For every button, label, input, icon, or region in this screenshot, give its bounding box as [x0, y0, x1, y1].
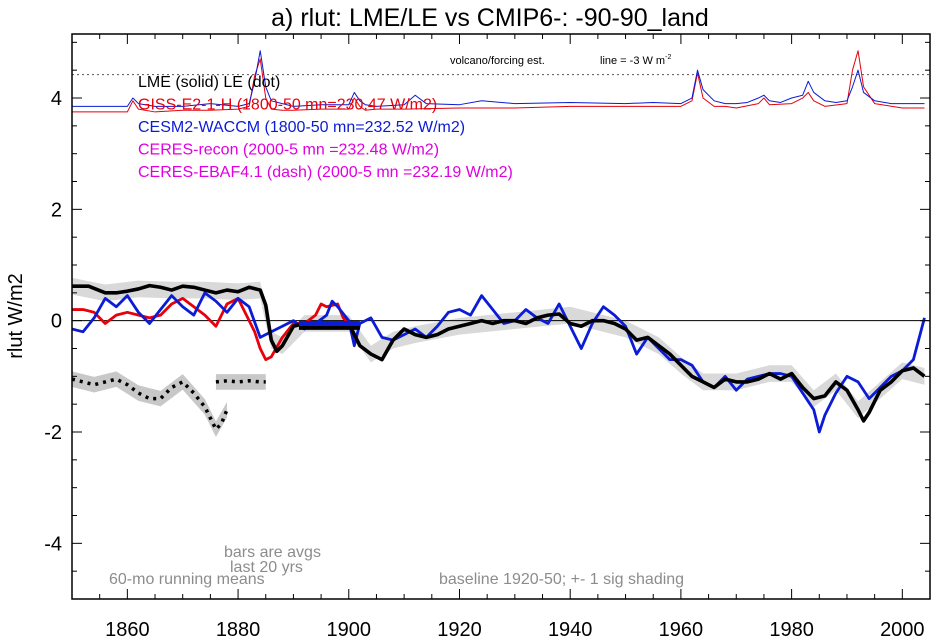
bars-note-1: bars are avgs — [224, 544, 321, 561]
series-giss-e2-1-h — [72, 297, 350, 362]
legend: LME (solid) LE (dot) GISS-E2-1-H (1800-50… — [138, 74, 513, 181]
series-cesm2-waccm — [71, 291, 926, 434]
line-note-text: line = -3 W m — [600, 55, 665, 67]
bars-note-2: last 20 yrs — [230, 559, 303, 576]
y-tick-label: 2 — [51, 199, 62, 221]
legend-entry-2: CESM2-WACCM (1800-50 mn=232.52 W/m2) — [138, 119, 465, 136]
chart-title: a) rlut: LME/LE vs CMIP6-: -90-90_land — [271, 4, 709, 32]
x-tick-label: 1940 — [548, 619, 593, 641]
series-layer — [71, 50, 930, 434]
x-tick-label: 2000 — [880, 619, 925, 641]
legend-entry-4: CERES-EBAF4.1 (dash) (2000-5 mn =232.19 … — [138, 164, 513, 181]
volcano-annotation: volcano/forcing est. — [450, 55, 545, 67]
x-tick-label: 1920 — [437, 619, 482, 641]
series-le-dot-bar — [215, 379, 266, 384]
y-tick-label: -2 — [44, 422, 62, 444]
legend-entry-1: GISS-E2-1-H (1800-50 mn=230.47 W/m2) — [138, 97, 437, 114]
y-tick-label: 0 — [51, 311, 62, 333]
plot-frame — [71, 33, 931, 600]
y-tick-label: -4 — [44, 533, 62, 555]
x-tick-label: 1960 — [659, 619, 704, 641]
line-note: line = -3 W m-2 — [600, 54, 671, 67]
x-tick-label: 1880 — [216, 619, 261, 641]
line-note-sup: -2 — [665, 54, 671, 61]
legend-entry-0: LME (solid) LE (dot) — [138, 74, 280, 91]
y-tick-label: 4 — [51, 88, 62, 110]
legend-entry-3: CERES-recon (2000-5 mn =232.48 W/m2) — [138, 142, 439, 159]
x-tick-label: 1900 — [327, 619, 372, 641]
baseline-note: baseline 1920-50; +- 1 sig shading — [439, 571, 684, 588]
shading-band-0 — [72, 277, 925, 419]
shading-band-1 — [72, 371, 227, 438]
axes-layer: 1860 1880 1900 1920 1940 1960 1980 2000 4 2 0 -2 -4 — [44, 34, 931, 641]
series-forcing-cesm2-waccm — [72, 50, 925, 107]
running-means-note: 60-mo running means — [109, 571, 265, 588]
series-forcing-giss-e2-1-h — [72, 50, 925, 113]
y-axis-label: rlut W/m2 — [5, 273, 27, 359]
x-tick-label: 1860 — [105, 619, 150, 641]
series-lme-solid- — [72, 283, 926, 423]
x-tick-label: 1980 — [769, 619, 814, 641]
